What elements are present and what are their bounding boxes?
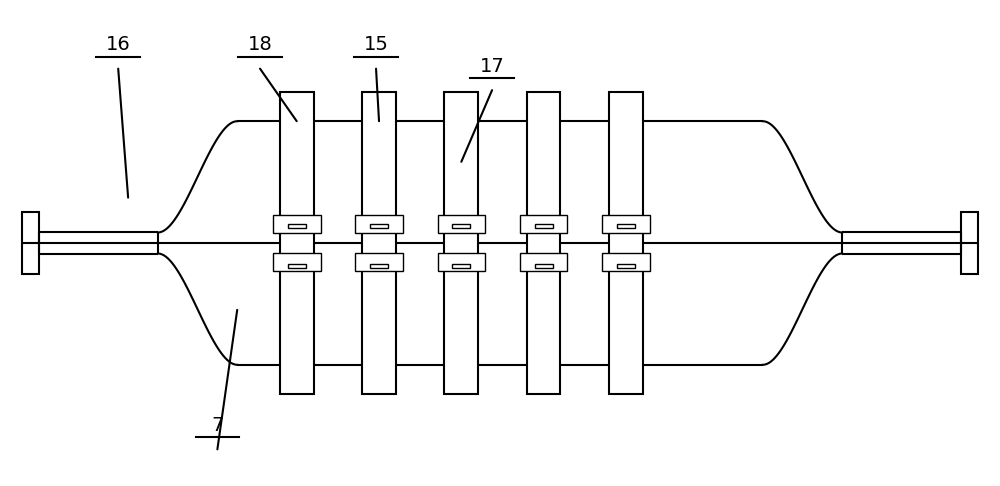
Bar xyxy=(535,264,553,268)
Bar xyxy=(520,253,567,271)
Bar xyxy=(22,212,39,274)
Bar xyxy=(355,253,403,271)
Bar xyxy=(273,253,321,271)
Bar xyxy=(280,91,314,395)
Bar xyxy=(355,215,403,233)
Text: 18: 18 xyxy=(248,35,272,54)
Bar xyxy=(288,264,306,268)
Text: 16: 16 xyxy=(106,35,131,54)
Bar xyxy=(444,91,478,395)
Bar xyxy=(438,253,485,271)
Bar xyxy=(527,91,560,395)
Bar xyxy=(438,215,485,233)
Bar xyxy=(617,224,635,228)
Text: 15: 15 xyxy=(364,35,388,54)
Bar xyxy=(602,215,650,233)
Text: 7: 7 xyxy=(211,416,224,435)
Bar xyxy=(370,224,388,228)
Bar xyxy=(370,264,388,268)
Bar xyxy=(452,224,470,228)
Bar xyxy=(288,224,306,228)
Bar xyxy=(273,215,321,233)
Bar xyxy=(535,224,553,228)
Bar xyxy=(617,264,635,268)
Bar xyxy=(520,215,567,233)
Text: 17: 17 xyxy=(480,57,504,76)
Bar xyxy=(609,91,643,395)
Bar xyxy=(961,212,978,274)
Bar xyxy=(362,91,396,395)
Bar xyxy=(602,253,650,271)
Bar xyxy=(452,264,470,268)
